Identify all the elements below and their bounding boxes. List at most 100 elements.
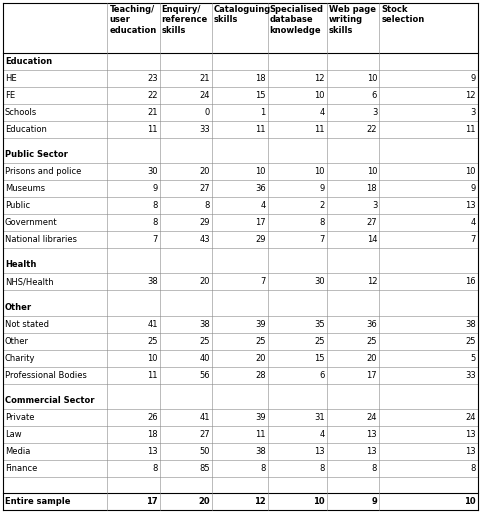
Text: 24: 24: [465, 413, 475, 422]
Text: 12: 12: [465, 91, 475, 100]
Text: Public: Public: [5, 202, 30, 210]
Text: 18: 18: [147, 430, 157, 439]
Text: 30: 30: [313, 278, 324, 286]
Text: 6: 6: [319, 370, 324, 380]
Text: Cataloguing
skills: Cataloguing skills: [214, 5, 271, 25]
Text: 8: 8: [319, 219, 324, 227]
Text: 22: 22: [366, 125, 376, 134]
Text: 2: 2: [319, 202, 324, 210]
Text: Enquiry/
reference
skills: Enquiry/ reference skills: [161, 5, 207, 35]
Text: 8: 8: [152, 464, 157, 473]
Text: Teaching/
user
education: Teaching/ user education: [109, 5, 156, 35]
Text: Schools: Schools: [5, 108, 37, 117]
Text: 29: 29: [199, 219, 210, 227]
Text: HE: HE: [5, 74, 17, 83]
Text: 10: 10: [312, 497, 324, 506]
Text: 13: 13: [366, 430, 376, 439]
Text: 33: 33: [464, 370, 475, 380]
Text: 25: 25: [366, 337, 376, 346]
Text: 3: 3: [371, 108, 376, 117]
Text: 15: 15: [254, 91, 265, 100]
Text: 50: 50: [199, 447, 210, 456]
Text: 31: 31: [313, 413, 324, 422]
Text: 40: 40: [199, 353, 210, 363]
Text: 20: 20: [198, 497, 210, 506]
Text: 11: 11: [254, 430, 265, 439]
Text: 33: 33: [199, 125, 210, 134]
Text: 17: 17: [254, 219, 265, 227]
Text: 11: 11: [147, 125, 157, 134]
Text: 17: 17: [146, 497, 157, 506]
Text: Other: Other: [5, 303, 32, 311]
Text: 9: 9: [470, 184, 475, 193]
Text: 21: 21: [147, 108, 157, 117]
Text: 10: 10: [463, 497, 475, 506]
Text: 38: 38: [147, 278, 157, 286]
Text: Other: Other: [5, 337, 29, 346]
Text: 23: 23: [147, 74, 157, 83]
Text: Professional Bodies: Professional Bodies: [5, 370, 87, 380]
Text: 30: 30: [147, 167, 157, 176]
Text: 0: 0: [204, 108, 210, 117]
Text: 17: 17: [366, 370, 376, 380]
Text: 5: 5: [470, 353, 475, 363]
Text: 8: 8: [469, 464, 475, 473]
Text: 13: 13: [313, 447, 324, 456]
Text: Prisons and police: Prisons and police: [5, 167, 81, 176]
Text: 28: 28: [254, 370, 265, 380]
Text: 10: 10: [366, 167, 376, 176]
Text: 25: 25: [314, 337, 324, 346]
Text: 16: 16: [465, 278, 475, 286]
Text: 9: 9: [152, 184, 157, 193]
Text: Specialised
database
knowledge: Specialised database knowledge: [269, 5, 323, 35]
Text: 3: 3: [371, 202, 376, 210]
Text: NHS/Health: NHS/Health: [5, 278, 53, 286]
Text: 8: 8: [204, 202, 210, 210]
Text: 1: 1: [260, 108, 265, 117]
Text: 29: 29: [254, 235, 265, 244]
Text: Education: Education: [5, 57, 52, 66]
Text: Public Sector: Public Sector: [5, 150, 68, 160]
Text: Government: Government: [5, 219, 58, 227]
Text: 18: 18: [254, 74, 265, 83]
Text: 7: 7: [152, 235, 157, 244]
Text: 8: 8: [152, 202, 157, 210]
Text: 7: 7: [260, 278, 265, 286]
Text: Web page
writing
skills: Web page writing skills: [328, 5, 375, 35]
Text: 8: 8: [152, 219, 157, 227]
Text: 18: 18: [366, 184, 376, 193]
Text: Education: Education: [5, 125, 47, 134]
Text: FE: FE: [5, 91, 15, 100]
Text: 21: 21: [199, 74, 210, 83]
Text: 8: 8: [371, 464, 376, 473]
Text: 10: 10: [366, 74, 376, 83]
Text: 39: 39: [254, 413, 265, 422]
Text: 25: 25: [254, 337, 265, 346]
Text: 39: 39: [254, 320, 265, 329]
Text: 7: 7: [469, 235, 475, 244]
Text: 20: 20: [254, 353, 265, 363]
Text: 10: 10: [254, 167, 265, 176]
Text: 41: 41: [147, 320, 157, 329]
Text: Health: Health: [5, 261, 36, 269]
Text: 9: 9: [470, 74, 475, 83]
Text: 12: 12: [253, 497, 265, 506]
Text: 85: 85: [199, 464, 210, 473]
Text: 4: 4: [319, 108, 324, 117]
Text: Law: Law: [5, 430, 22, 439]
Text: 9: 9: [371, 497, 376, 506]
Text: 25: 25: [147, 337, 157, 346]
Text: 11: 11: [465, 125, 475, 134]
Text: 4: 4: [260, 202, 265, 210]
Text: 13: 13: [366, 447, 376, 456]
Text: 43: 43: [199, 235, 210, 244]
Text: 10: 10: [465, 167, 475, 176]
Text: 36: 36: [254, 184, 265, 193]
Text: 12: 12: [314, 74, 324, 83]
Text: 10: 10: [314, 91, 324, 100]
Text: 6: 6: [371, 91, 376, 100]
Text: Stock
selection: Stock selection: [381, 5, 423, 25]
Text: 11: 11: [314, 125, 324, 134]
Text: 9: 9: [319, 184, 324, 193]
Text: 12: 12: [366, 278, 376, 286]
